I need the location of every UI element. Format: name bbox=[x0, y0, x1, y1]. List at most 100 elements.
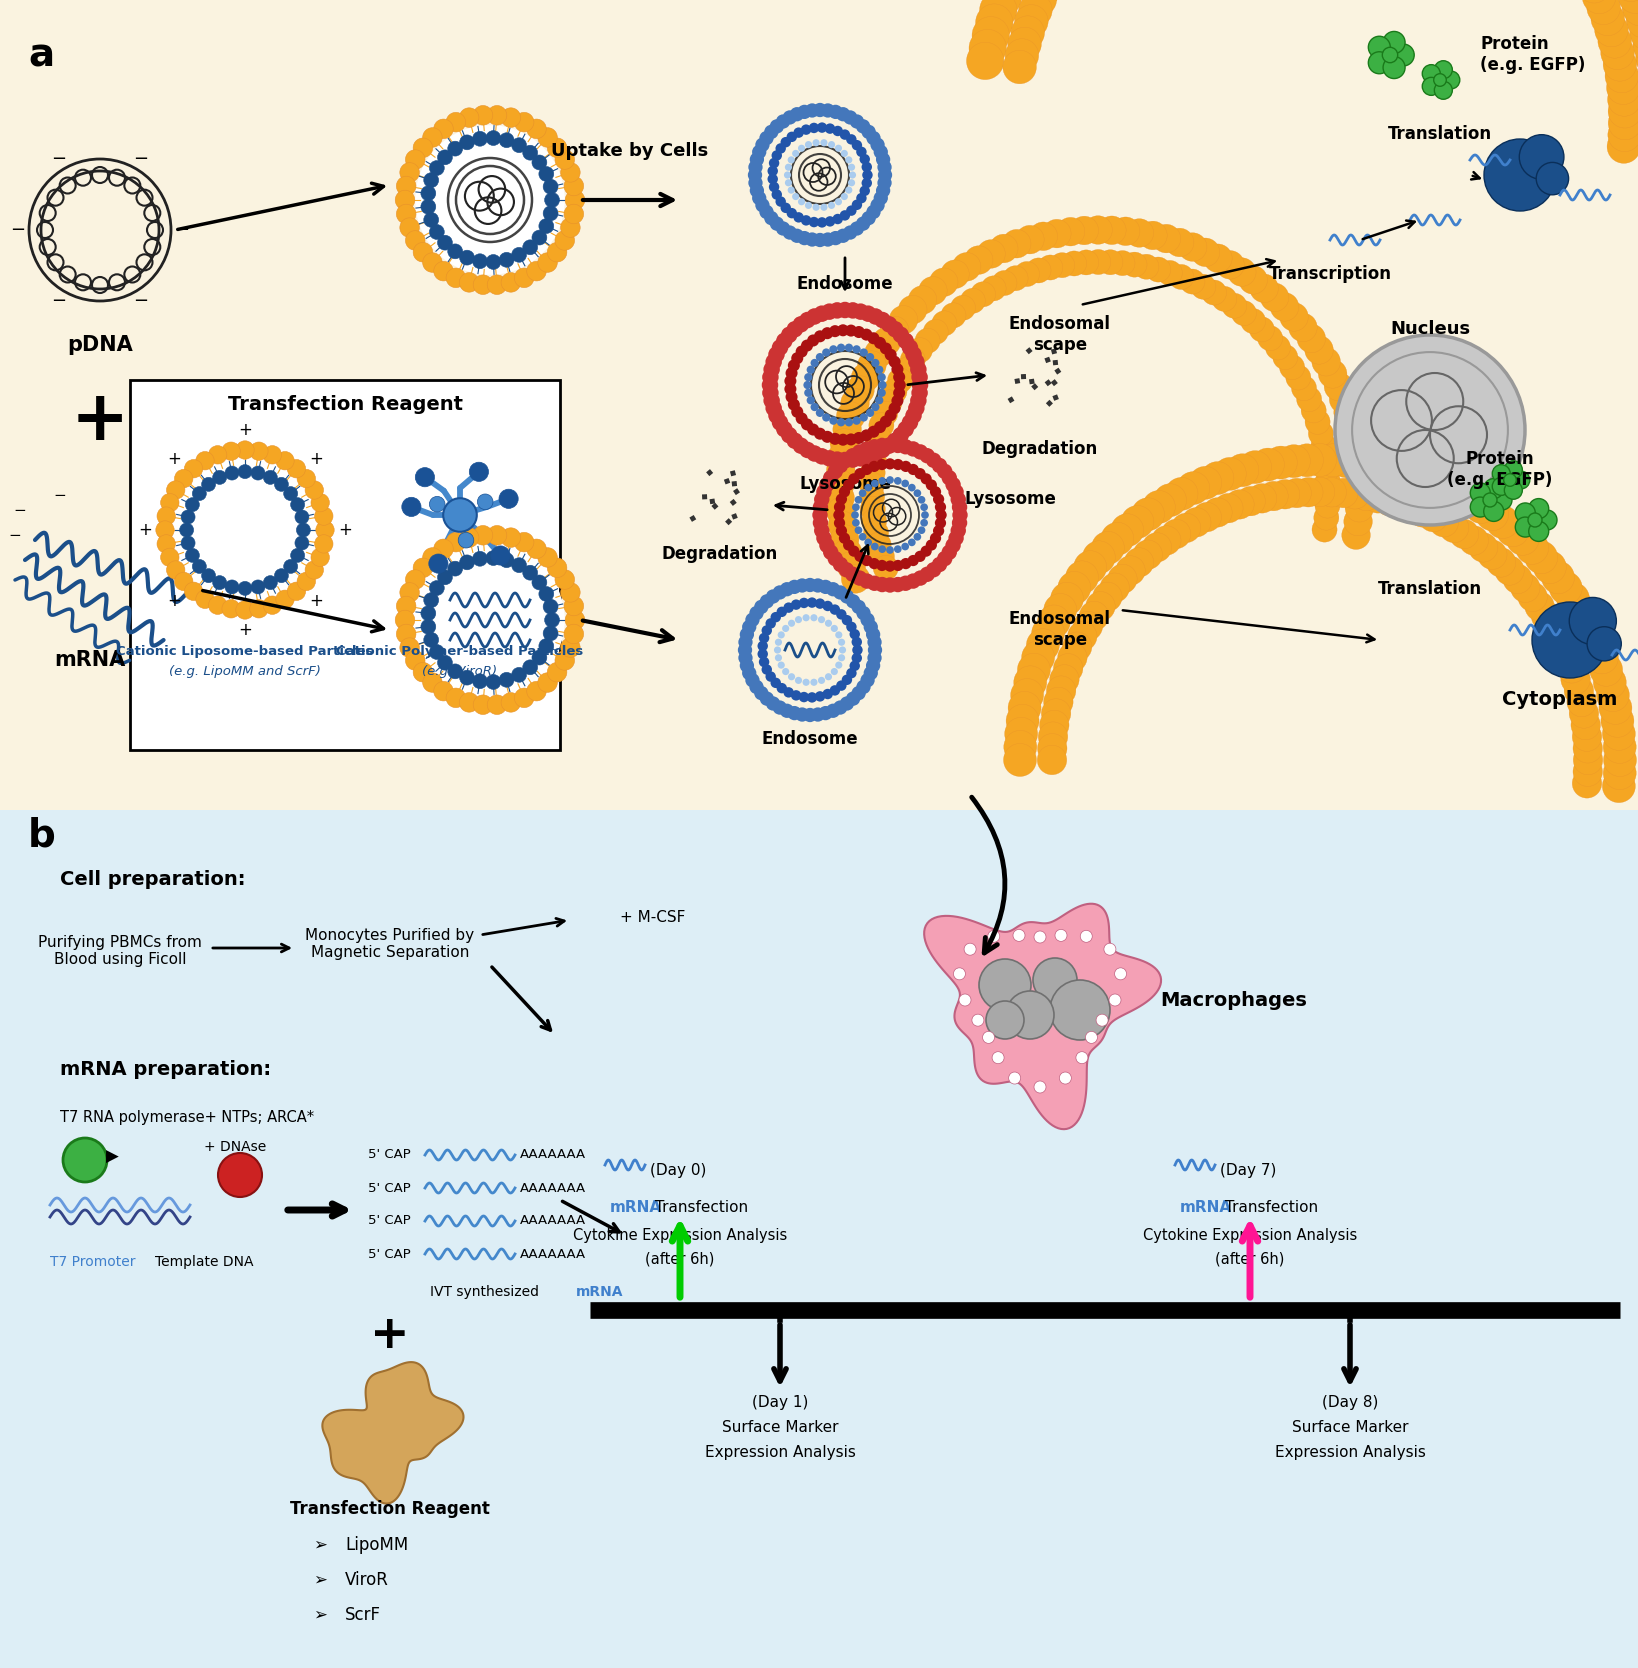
Circle shape bbox=[1536, 162, 1569, 195]
Circle shape bbox=[852, 304, 868, 320]
Circle shape bbox=[821, 138, 827, 147]
Circle shape bbox=[862, 555, 873, 565]
Circle shape bbox=[1568, 687, 1597, 717]
Circle shape bbox=[1484, 502, 1504, 522]
Circle shape bbox=[1278, 445, 1310, 477]
Circle shape bbox=[847, 622, 857, 632]
Circle shape bbox=[821, 203, 827, 210]
Circle shape bbox=[862, 178, 871, 188]
Circle shape bbox=[776, 115, 790, 128]
Circle shape bbox=[1564, 676, 1594, 706]
Circle shape bbox=[1002, 50, 1037, 83]
Circle shape bbox=[1034, 931, 1047, 942]
Circle shape bbox=[473, 275, 493, 295]
Circle shape bbox=[788, 674, 794, 681]
Circle shape bbox=[762, 369, 778, 385]
Text: Lysosome: Lysosome bbox=[965, 490, 1057, 509]
Circle shape bbox=[839, 532, 850, 544]
Circle shape bbox=[798, 230, 811, 245]
Circle shape bbox=[1191, 239, 1220, 267]
Bar bbox=[0, 811, 1638, 1668]
Circle shape bbox=[858, 350, 886, 379]
Circle shape bbox=[1422, 65, 1440, 83]
Circle shape bbox=[848, 178, 855, 187]
Circle shape bbox=[749, 681, 763, 694]
Circle shape bbox=[860, 305, 876, 322]
Circle shape bbox=[423, 672, 442, 692]
Circle shape bbox=[1101, 522, 1133, 555]
Bar bbox=[1052, 394, 1058, 400]
Circle shape bbox=[839, 639, 845, 646]
Circle shape bbox=[860, 429, 873, 442]
Circle shape bbox=[986, 1001, 1024, 1039]
Circle shape bbox=[1569, 605, 1602, 637]
Text: +: + bbox=[167, 592, 182, 610]
Circle shape bbox=[1541, 560, 1574, 594]
Text: Endosome: Endosome bbox=[762, 731, 858, 747]
Text: Cytokine Expression Analysis: Cytokine Expression Analysis bbox=[573, 1228, 788, 1243]
Circle shape bbox=[911, 369, 927, 385]
Circle shape bbox=[860, 442, 875, 457]
Circle shape bbox=[429, 554, 449, 574]
Circle shape bbox=[858, 489, 867, 497]
Circle shape bbox=[775, 639, 781, 646]
Circle shape bbox=[842, 674, 852, 686]
Circle shape bbox=[221, 599, 241, 617]
Circle shape bbox=[283, 487, 298, 500]
Circle shape bbox=[1335, 335, 1525, 525]
Circle shape bbox=[1214, 494, 1243, 522]
Circle shape bbox=[845, 434, 857, 445]
Circle shape bbox=[844, 110, 857, 125]
Circle shape bbox=[894, 545, 901, 554]
Circle shape bbox=[1232, 300, 1256, 325]
Circle shape bbox=[940, 304, 966, 329]
Circle shape bbox=[1014, 5, 1048, 38]
Circle shape bbox=[1133, 254, 1160, 279]
Circle shape bbox=[1563, 594, 1597, 627]
Circle shape bbox=[889, 437, 906, 454]
Circle shape bbox=[423, 254, 442, 272]
Circle shape bbox=[798, 105, 811, 118]
Circle shape bbox=[1351, 482, 1381, 510]
Circle shape bbox=[1441, 72, 1459, 88]
Circle shape bbox=[785, 163, 793, 170]
Circle shape bbox=[460, 671, 475, 686]
Text: Protein
(e.g. EGFP): Protein (e.g. EGFP) bbox=[1448, 450, 1553, 489]
Circle shape bbox=[537, 547, 557, 567]
Circle shape bbox=[1289, 314, 1317, 342]
Circle shape bbox=[1042, 699, 1071, 729]
Circle shape bbox=[852, 637, 862, 647]
Circle shape bbox=[236, 440, 254, 459]
Circle shape bbox=[523, 240, 537, 255]
Circle shape bbox=[1571, 711, 1600, 741]
Circle shape bbox=[1204, 244, 1232, 272]
Circle shape bbox=[840, 589, 853, 604]
Circle shape bbox=[871, 542, 878, 550]
Circle shape bbox=[830, 686, 840, 696]
Circle shape bbox=[1617, 0, 1638, 13]
Circle shape bbox=[871, 404, 880, 412]
Circle shape bbox=[889, 305, 917, 334]
Circle shape bbox=[406, 230, 424, 250]
Circle shape bbox=[238, 582, 252, 595]
Circle shape bbox=[1576, 617, 1609, 651]
Circle shape bbox=[1330, 385, 1358, 414]
Circle shape bbox=[1512, 470, 1530, 489]
Circle shape bbox=[814, 492, 829, 507]
Circle shape bbox=[852, 686, 867, 701]
Circle shape bbox=[867, 627, 880, 642]
Circle shape bbox=[852, 417, 860, 425]
Circle shape bbox=[1120, 505, 1153, 539]
Circle shape bbox=[906, 407, 922, 424]
Circle shape bbox=[867, 439, 883, 454]
Circle shape bbox=[932, 457, 947, 474]
Circle shape bbox=[966, 42, 1004, 80]
Circle shape bbox=[1309, 420, 1333, 445]
Text: +: + bbox=[238, 420, 252, 439]
Circle shape bbox=[1381, 454, 1414, 487]
Circle shape bbox=[1569, 597, 1617, 644]
Circle shape bbox=[514, 112, 534, 132]
Circle shape bbox=[1111, 250, 1135, 275]
Circle shape bbox=[1038, 722, 1068, 751]
Circle shape bbox=[1291, 375, 1317, 400]
